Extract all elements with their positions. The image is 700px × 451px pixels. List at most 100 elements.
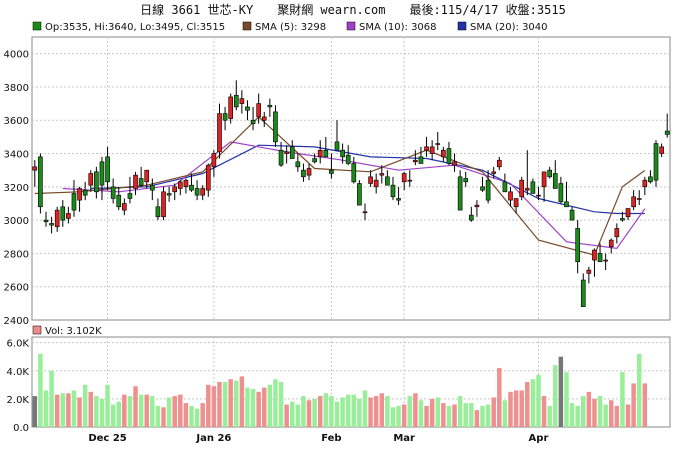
volume-bar <box>446 405 452 427</box>
volume-bar <box>71 390 77 427</box>
candle-body <box>508 191 513 201</box>
candlestick <box>295 153 301 172</box>
volume-bar <box>519 390 524 427</box>
candlestick <box>345 145 351 166</box>
candle-body <box>200 188 206 196</box>
candlestick <box>233 80 239 111</box>
volume-bar <box>373 396 379 427</box>
volume-bar <box>385 396 390 427</box>
candle-body <box>541 171 547 188</box>
candle-body <box>273 111 278 143</box>
volume-bar <box>234 380 239 427</box>
candle-body <box>289 146 295 159</box>
candlestick <box>496 156 502 171</box>
volume-bar <box>94 396 99 427</box>
volume-bar <box>525 382 530 427</box>
candle-body <box>245 106 250 111</box>
candle-body <box>368 176 373 184</box>
volume-legend: Vol: 3.102K <box>32 325 102 337</box>
candle-body <box>49 223 54 226</box>
candle-body <box>603 259 608 262</box>
candlestick <box>362 203 368 221</box>
volume-bar <box>88 391 94 427</box>
candlestick <box>368 170 373 187</box>
candle-body <box>575 228 580 263</box>
candle-body <box>77 188 82 201</box>
volume-bar <box>155 405 161 427</box>
volume-bar <box>508 391 513 427</box>
price-tick-label: 2400 <box>4 316 29 327</box>
volume-bar <box>345 394 351 427</box>
volume-bar <box>362 390 368 427</box>
candle-body <box>138 178 144 186</box>
volume-bar <box>295 404 301 427</box>
candle-body <box>620 218 625 221</box>
volume-bar <box>631 383 636 427</box>
candle-body <box>144 169 150 183</box>
candle-body <box>194 188 200 196</box>
candlestick <box>284 145 289 164</box>
candle-body <box>38 156 43 208</box>
volume-bar <box>99 398 105 427</box>
x-tick-label: Mar <box>393 433 415 444</box>
candlestick <box>558 176 564 204</box>
candlestick <box>172 183 178 201</box>
candle-body <box>211 153 217 168</box>
candlestick <box>457 170 463 211</box>
candlestick <box>429 140 435 161</box>
candlestick <box>301 163 306 182</box>
volume-bar <box>284 404 289 427</box>
x-tick-label: Jan 26 <box>195 433 231 444</box>
candlestick <box>205 163 211 197</box>
candlestick <box>71 180 77 217</box>
candle-body <box>385 176 390 186</box>
candlestick <box>625 208 631 221</box>
candle-body <box>631 196 636 208</box>
volume-bar <box>603 404 608 427</box>
price-legend: Op:3535, Hi:3640, Lo:3495, Cl:3515 SMA (… <box>32 21 548 33</box>
price-tick-label: 3400 <box>4 150 29 161</box>
candle-body <box>457 176 463 211</box>
x-tick-label: Dec 25 <box>88 433 126 444</box>
volume-bar <box>463 403 468 427</box>
volume-bar <box>497 367 502 427</box>
candlestick <box>424 136 429 157</box>
volume-bar <box>379 393 385 427</box>
candlestick <box>603 253 608 271</box>
candle-body <box>485 179 491 201</box>
volume-bar <box>245 387 250 427</box>
volume-bar <box>620 372 625 427</box>
candlestick <box>614 223 620 244</box>
candlestick <box>110 178 116 204</box>
candlestick <box>620 211 625 222</box>
candle-body <box>435 143 441 145</box>
candlestick <box>441 146 446 162</box>
candle-body <box>189 184 194 191</box>
volume-bar <box>172 396 177 427</box>
candle-body <box>524 188 530 191</box>
x-axis: Dec 25 Jan 26 Feb Mar Apr <box>88 433 548 444</box>
volume-bar <box>110 404 116 427</box>
candle-body <box>329 169 334 174</box>
candle-body <box>659 146 664 154</box>
candle-body <box>636 198 642 200</box>
candlestick <box>379 165 385 184</box>
volume-bar <box>289 401 295 427</box>
candlestick <box>329 153 334 179</box>
volume-bar <box>407 396 413 427</box>
candlestick <box>189 173 194 192</box>
candlestick <box>401 171 407 191</box>
candlestick <box>480 176 485 192</box>
candlestick <box>256 93 261 124</box>
volume-bar <box>138 394 144 427</box>
candle-body <box>552 173 558 189</box>
candlestick <box>54 206 60 232</box>
candlestick <box>385 170 390 186</box>
volume-bar <box>222 382 228 427</box>
candlestick <box>351 156 357 184</box>
candlestick <box>357 180 362 206</box>
candle-body <box>205 164 211 191</box>
candlestick <box>222 106 228 131</box>
candlestick <box>407 170 413 187</box>
